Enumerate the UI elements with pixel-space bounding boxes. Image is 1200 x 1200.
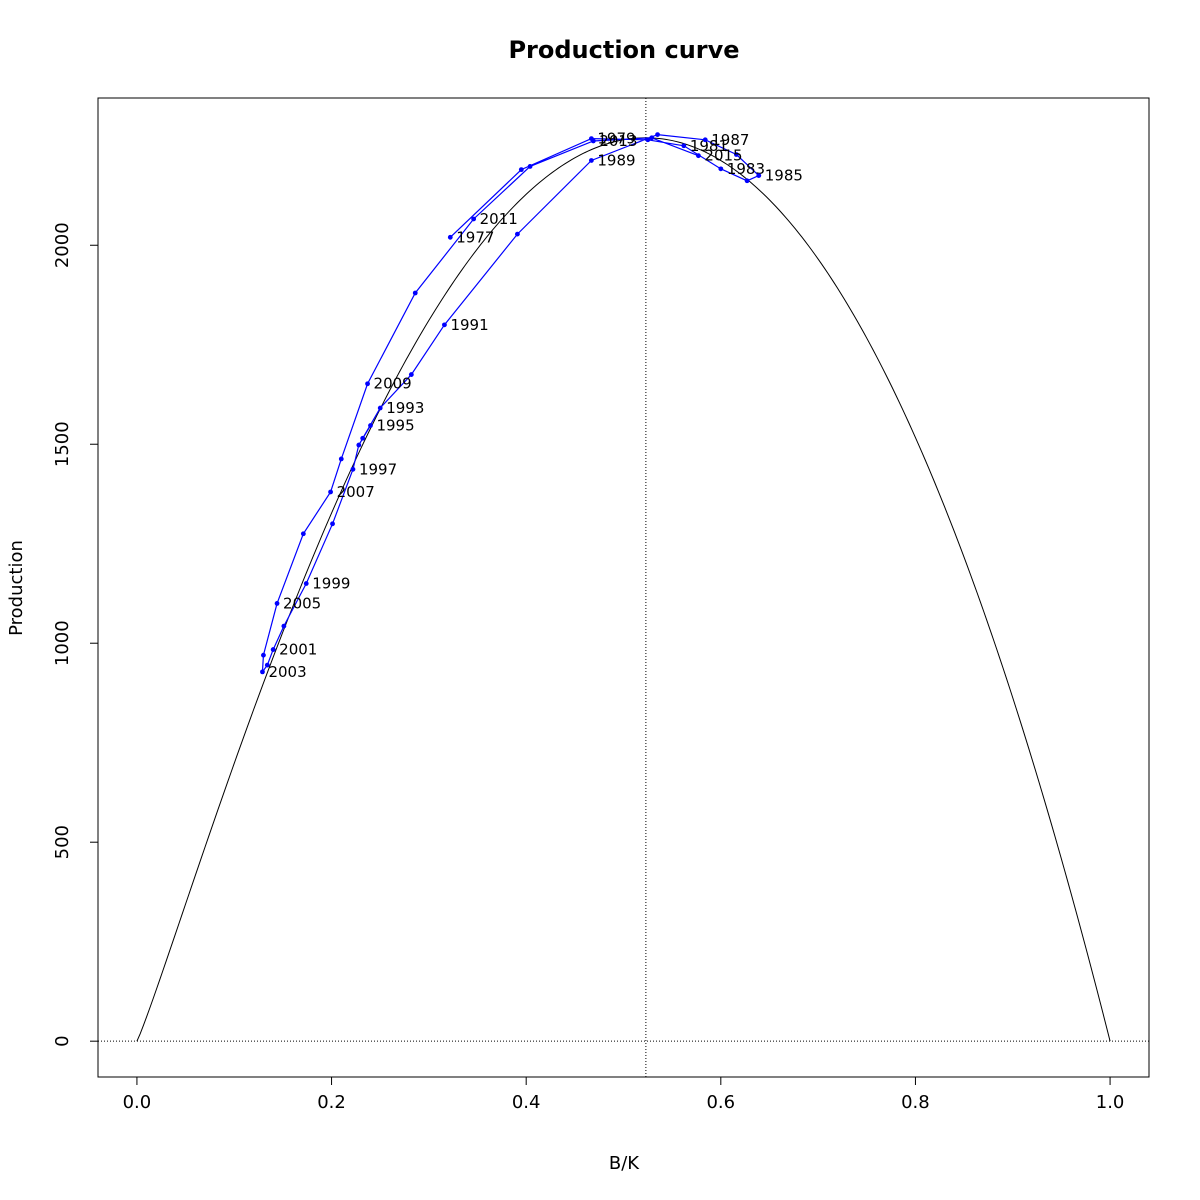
data-point (338, 456, 344, 462)
y-axis-label: Production (6, 540, 27, 636)
data-point (368, 423, 373, 428)
chart-title: Production curve (508, 36, 739, 64)
x-tick-label: 0.2 (317, 1092, 346, 1113)
data-point (303, 581, 309, 586)
point-year-label: 2001 (279, 641, 317, 659)
point-year-label: 1989 (597, 151, 635, 169)
data-point (649, 135, 655, 141)
data-point (527, 164, 533, 169)
data-point (447, 234, 453, 240)
point-year-label: 1999 (312, 575, 350, 593)
y-tick-label: 1000 (52, 620, 73, 666)
point-year-label: 2005 (283, 594, 321, 612)
x-tick-label: 0.0 (123, 1092, 152, 1113)
y-tick-label: 0 (52, 1035, 73, 1046)
point-year-label: 1991 (450, 316, 488, 334)
data-point (515, 231, 520, 237)
point-year-label: 1997 (359, 460, 397, 478)
x-tick-label: 1.0 (1096, 1092, 1125, 1113)
data-point (744, 178, 750, 184)
observed-series-layer: 1977 1979 1981 1983 1985 1987 1989 1991 19931995… (260, 130, 803, 681)
point-year-label: 1979 (597, 130, 635, 148)
point-year-label: 2009 (374, 375, 412, 393)
data-point (270, 647, 276, 652)
x-tick-label: 0.6 (706, 1092, 735, 1113)
point-year-label: 1995 (376, 417, 414, 435)
y-tick-label: 500 (52, 825, 73, 859)
point-year-label: 1977 (456, 228, 494, 246)
data-point (590, 138, 596, 144)
data-point (442, 322, 447, 328)
data-point (264, 662, 270, 668)
x-axis: 0.0 0.2 0.4 0.6 0.8 1.0 (123, 1077, 1125, 1113)
plot-frame (97, 97, 1150, 1078)
data-point (696, 153, 701, 159)
y-tick-label: 1500 (52, 421, 73, 467)
data-point (330, 521, 335, 527)
reference-lines (98, 98, 1149, 1077)
point-year-label: 1985 (765, 167, 803, 185)
data-point (588, 158, 594, 163)
data-point (260, 669, 265, 675)
point-year-label: 2013 (599, 132, 637, 150)
data-point (471, 216, 477, 222)
data-point (356, 442, 362, 448)
data-point (718, 166, 724, 172)
point-year-label: 2011 (480, 210, 518, 228)
point-year-label: 2007 (337, 483, 375, 501)
data-point (261, 652, 266, 658)
point-year-label: 2003 (268, 663, 306, 681)
data-point (360, 435, 366, 441)
data-point (518, 167, 524, 173)
y-tick-label: 2000 (52, 222, 73, 268)
data-point (377, 405, 383, 411)
data-point (756, 173, 762, 179)
data-point (300, 531, 306, 537)
data-point (408, 372, 414, 377)
x-axis-label: B/K (609, 1153, 640, 1174)
point-year-label: 1993 (386, 399, 424, 417)
data-point (655, 132, 660, 138)
data-point (328, 489, 333, 495)
data-point (681, 143, 687, 149)
data-point (412, 290, 418, 296)
data-point (645, 137, 651, 143)
point-year-label: 1981 (690, 137, 728, 155)
data-point (702, 137, 708, 143)
data-point (733, 152, 739, 157)
point-year-label: 1987 (711, 131, 749, 149)
data-point (281, 623, 287, 629)
x-tick-label: 0.4 (512, 1092, 541, 1113)
point-year-label: 2015 (704, 147, 742, 165)
point-year-label: 1983 (727, 160, 765, 178)
y-axis: 0 500 1000 1500 2000 (52, 222, 98, 1047)
data-point (274, 601, 280, 606)
data-point (350, 466, 356, 472)
x-tick-label: 0.8 (901, 1092, 930, 1113)
data-point (365, 381, 370, 387)
